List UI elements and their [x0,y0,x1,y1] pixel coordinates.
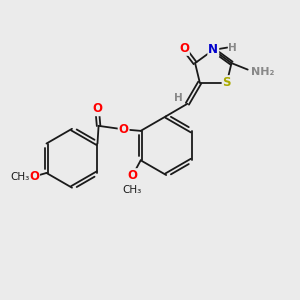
Text: O: O [92,102,102,115]
Text: NH₂: NH₂ [251,67,274,77]
Text: O: O [179,42,189,55]
Text: H: H [174,94,183,103]
Text: O: O [118,123,129,136]
Text: O: O [29,170,39,183]
Text: N: N [208,44,218,56]
Text: CH₃: CH₃ [122,185,142,195]
Text: H: H [228,43,237,52]
Text: S: S [223,76,231,89]
Text: O: O [128,169,137,182]
Text: CH₃: CH₃ [10,172,30,182]
